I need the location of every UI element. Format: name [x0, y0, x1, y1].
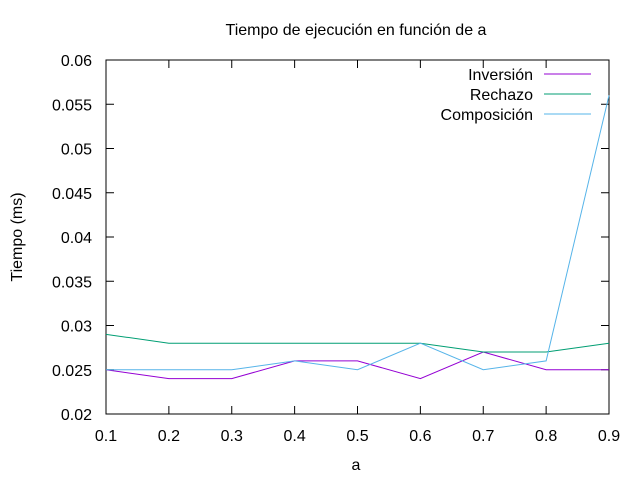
- y-tick-label: 0.02: [61, 407, 92, 424]
- series-line-2: [105, 333, 610, 353]
- x-tick-label: 0.3: [221, 428, 243, 445]
- x-axis-label: a: [352, 457, 361, 474]
- y-tick-label: 0.055: [52, 97, 92, 114]
- chart-title: Tiempo de ejecución en función de a: [226, 22, 487, 39]
- y-tick-label: 0.025: [52, 363, 92, 380]
- y-tick-label: 0.035: [52, 274, 92, 291]
- legend-label-1: Inversión: [468, 67, 533, 84]
- y-tick-label: 0.04: [61, 230, 92, 247]
- series-line-3: [106, 95, 610, 371]
- legend-label-2: Rechazo: [470, 87, 533, 104]
- y-tick-label: 0.06: [61, 53, 92, 70]
- y-axis-label: Tiempo (ms): [9, 192, 26, 281]
- y-tick-label: 0.05: [61, 142, 92, 159]
- x-tick-label: 0.5: [346, 428, 368, 445]
- x-tick-label: 0.7: [472, 428, 494, 445]
- y-tick-label: 0.03: [61, 319, 92, 336]
- series-line-1: [105, 351, 609, 380]
- x-tick-label: 0.6: [409, 428, 431, 445]
- x-tick-label: 0.1: [95, 428, 117, 445]
- legend-label-3: Composición: [441, 107, 533, 124]
- x-tick-label: 0.4: [284, 428, 306, 445]
- x-tick-label: 0.8: [535, 428, 557, 445]
- x-tick-label: 0.2: [158, 428, 180, 445]
- y-tick-label: 0.045: [52, 186, 92, 203]
- x-tick-label: 0.9: [598, 428, 620, 445]
